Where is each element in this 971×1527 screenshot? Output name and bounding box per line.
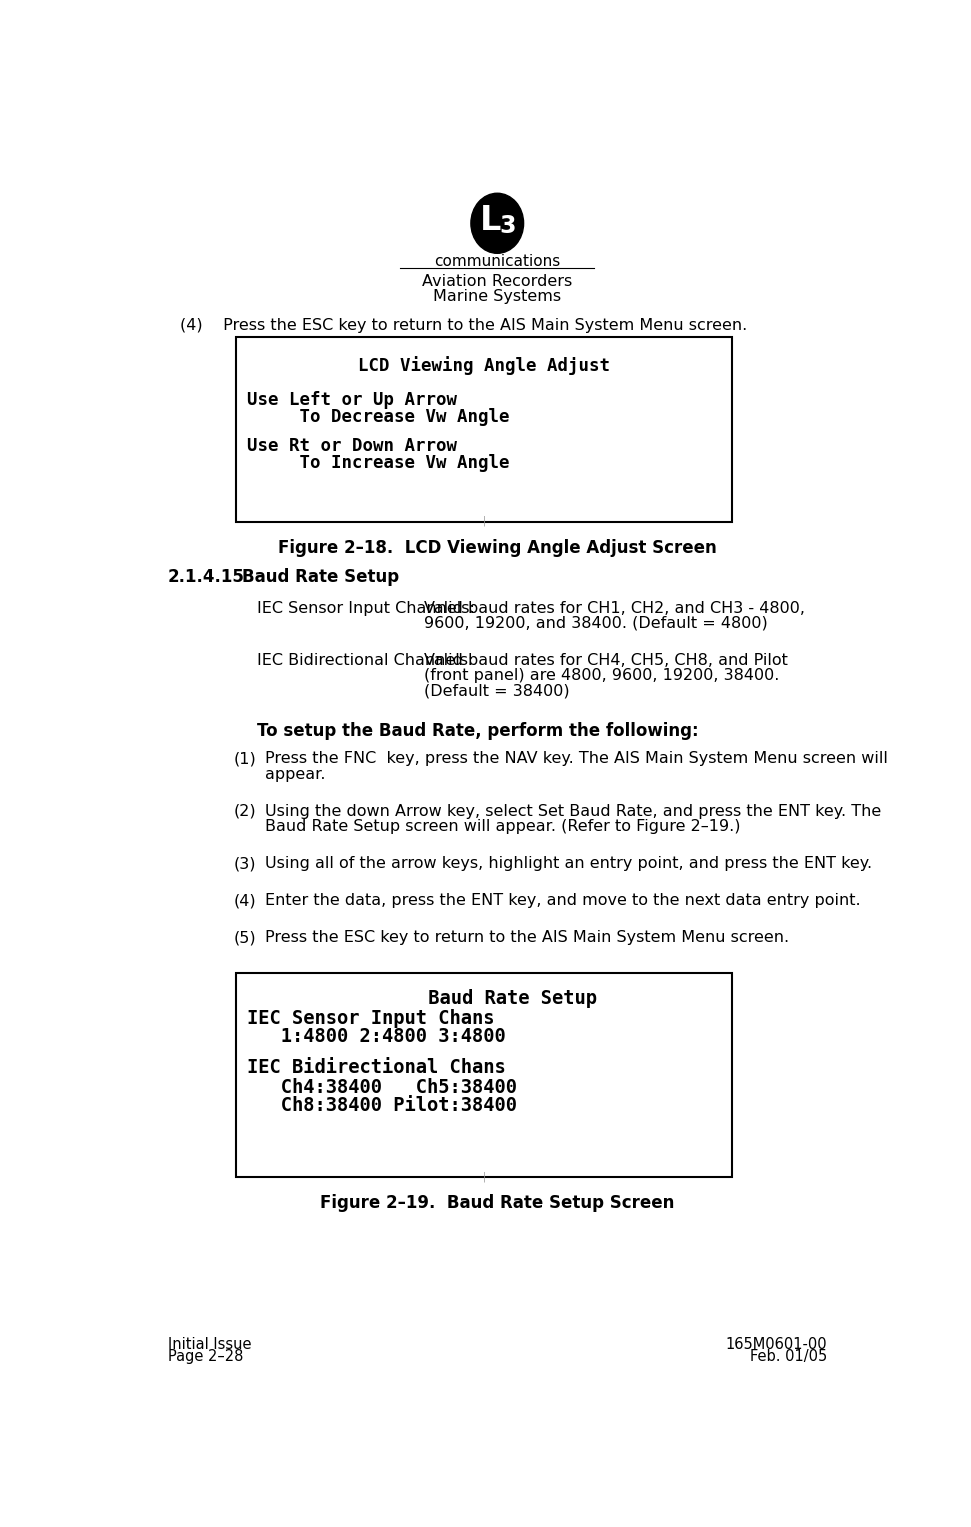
Text: (4): (4) (234, 893, 256, 909)
Text: Use Left or Up Arrow: Use Left or Up Arrow (247, 391, 457, 409)
Text: 165M0601-00: 165M0601-00 (725, 1336, 827, 1351)
Text: Valid baud rates for CH1, CH2, and CH3 - 4800,: Valid baud rates for CH1, CH2, and CH3 -… (423, 600, 805, 615)
Text: Ch8:38400 Pilot:38400: Ch8:38400 Pilot:38400 (247, 1096, 517, 1115)
Text: appear.: appear. (265, 767, 325, 782)
Text: 2.1.4.15: 2.1.4.15 (168, 568, 245, 586)
Text: LCD Viewing Angle Adjust: LCD Viewing Angle Adjust (358, 356, 610, 376)
Text: IEC Sensor Input Channels:: IEC Sensor Input Channels: (257, 600, 475, 615)
Text: 1:4800 2:4800 3:4800: 1:4800 2:4800 3:4800 (247, 1028, 506, 1046)
Text: (1): (1) (234, 751, 256, 767)
Text: IEC Bidirectional Chans: IEC Bidirectional Chans (247, 1058, 506, 1077)
Text: |: | (483, 516, 486, 527)
Text: Baud Rate Setup: Baud Rate Setup (372, 988, 596, 1008)
Text: 3: 3 (500, 214, 517, 238)
Text: Use Rt or Down Arrow: Use Rt or Down Arrow (247, 437, 457, 455)
Text: (2): (2) (234, 803, 256, 818)
Text: Page 2–28: Page 2–28 (168, 1348, 244, 1364)
Text: Marine Systems: Marine Systems (433, 289, 561, 304)
Text: Enter the data, press the ENT key, and move to the next data entry point.: Enter the data, press the ENT key, and m… (265, 893, 860, 909)
Text: Baud Rate Setup: Baud Rate Setup (242, 568, 399, 586)
Text: Using the down Arrow key, select Set Baud Rate, and press the ENT key. The: Using the down Arrow key, select Set Bau… (265, 803, 881, 818)
Text: Figure 2–19.  Baud Rate Setup Screen: Figure 2–19. Baud Rate Setup Screen (320, 1194, 675, 1212)
Text: To Decrease Vw Angle: To Decrease Vw Angle (247, 408, 510, 426)
Text: Figure 2–18.  LCD Viewing Angle Adjust Screen: Figure 2–18. LCD Viewing Angle Adjust Sc… (278, 539, 717, 557)
Text: Initial Issue: Initial Issue (168, 1336, 251, 1351)
Text: 9600, 19200, and 38400. (Default = 4800): 9600, 19200, and 38400. (Default = 4800) (423, 615, 767, 631)
Text: Using all of the arrow keys, highlight an entry point, and press the ENT key.: Using all of the arrow keys, highlight a… (265, 857, 872, 872)
FancyBboxPatch shape (236, 337, 732, 522)
Text: IEC Bidirectional Channels:: IEC Bidirectional Channels: (257, 654, 474, 667)
Text: To setup the Baud Rate, perform the following:: To setup the Baud Rate, perform the foll… (257, 722, 698, 741)
Text: Press the FNC  key, press the NAV key. The AIS Main System Menu screen will: Press the FNC key, press the NAV key. Th… (265, 751, 887, 767)
Text: (5): (5) (234, 930, 256, 945)
Text: Press the ESC key to return to the AIS Main System Menu screen.: Press the ESC key to return to the AIS M… (265, 930, 788, 945)
Text: communications: communications (434, 255, 560, 269)
Text: Ch4:38400   Ch5:38400: Ch4:38400 Ch5:38400 (247, 1078, 517, 1096)
Text: Feb. 01/05: Feb. 01/05 (751, 1348, 827, 1364)
Text: (front panel) are 4800, 9600, 19200, 38400.: (front panel) are 4800, 9600, 19200, 384… (423, 669, 779, 684)
Text: (Default = 38400): (Default = 38400) (423, 684, 569, 699)
Text: Aviation Recorders: Aviation Recorders (422, 273, 572, 289)
FancyBboxPatch shape (236, 973, 732, 1177)
Text: IEC Sensor Input Chans: IEC Sensor Input Chans (247, 1009, 494, 1028)
Ellipse shape (471, 194, 523, 253)
Text: (4)    Press the ESC key to return to the AIS Main System Menu screen.: (4) Press the ESC key to return to the A… (180, 318, 747, 333)
Text: To Increase Vw Angle: To Increase Vw Angle (247, 454, 510, 472)
Text: Valid baud rates for CH4, CH5, CH8, and Pilot: Valid baud rates for CH4, CH5, CH8, and … (423, 654, 787, 667)
Text: L: L (480, 203, 501, 237)
Text: |: | (483, 1171, 486, 1182)
Text: (3): (3) (234, 857, 256, 872)
Text: Baud Rate Setup screen will appear. (Refer to Figure 2–19.): Baud Rate Setup screen will appear. (Ref… (265, 820, 740, 834)
